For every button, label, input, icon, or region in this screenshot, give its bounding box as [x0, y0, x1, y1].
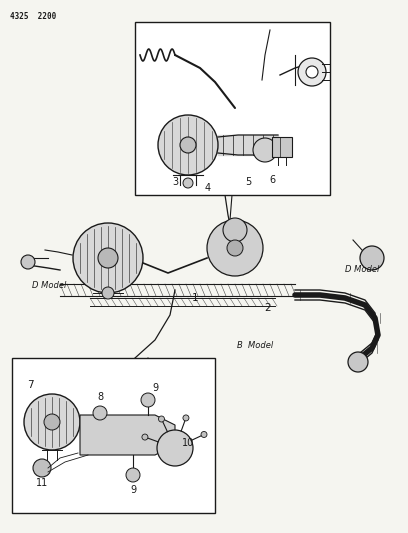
Bar	[272, 137, 292, 157]
Text: D Model: D Model	[32, 280, 67, 289]
Circle shape	[223, 218, 247, 242]
Circle shape	[157, 430, 193, 466]
Text: 9: 9	[152, 383, 158, 393]
Circle shape	[207, 220, 263, 276]
Circle shape	[306, 66, 318, 78]
Circle shape	[141, 393, 155, 407]
Text: 2: 2	[265, 303, 271, 313]
Text: 1: 1	[192, 293, 198, 303]
Circle shape	[158, 416, 164, 422]
Text: 5: 5	[245, 177, 251, 187]
Circle shape	[183, 415, 189, 421]
Circle shape	[44, 414, 60, 430]
Text: 6: 6	[269, 175, 275, 185]
Text: 10: 10	[182, 438, 194, 448]
Circle shape	[73, 223, 143, 293]
Circle shape	[253, 138, 277, 162]
Circle shape	[158, 115, 218, 175]
Circle shape	[93, 406, 107, 420]
Text: 8: 8	[97, 392, 103, 402]
Bar	[12, 358, 215, 513]
Circle shape	[102, 287, 114, 299]
Circle shape	[33, 459, 51, 477]
Circle shape	[348, 352, 368, 372]
Text: 11: 11	[36, 478, 48, 488]
Circle shape	[183, 178, 193, 188]
Circle shape	[201, 432, 207, 438]
Bar	[135, 22, 330, 195]
Circle shape	[360, 246, 384, 270]
Circle shape	[298, 58, 326, 86]
Text: 7: 7	[27, 380, 33, 390]
Circle shape	[126, 468, 140, 482]
Circle shape	[142, 434, 148, 440]
Polygon shape	[80, 415, 175, 455]
Circle shape	[24, 394, 80, 450]
Text: 9: 9	[130, 485, 136, 495]
Circle shape	[180, 137, 196, 153]
Text: 4: 4	[205, 183, 211, 193]
Circle shape	[98, 248, 118, 268]
Circle shape	[21, 255, 35, 269]
Text: 3: 3	[172, 177, 178, 187]
Text: 4325  2200: 4325 2200	[10, 12, 56, 21]
Text: D Model: D Model	[345, 265, 379, 274]
Text: B  Model: B Model	[237, 341, 273, 350]
Circle shape	[227, 240, 243, 256]
